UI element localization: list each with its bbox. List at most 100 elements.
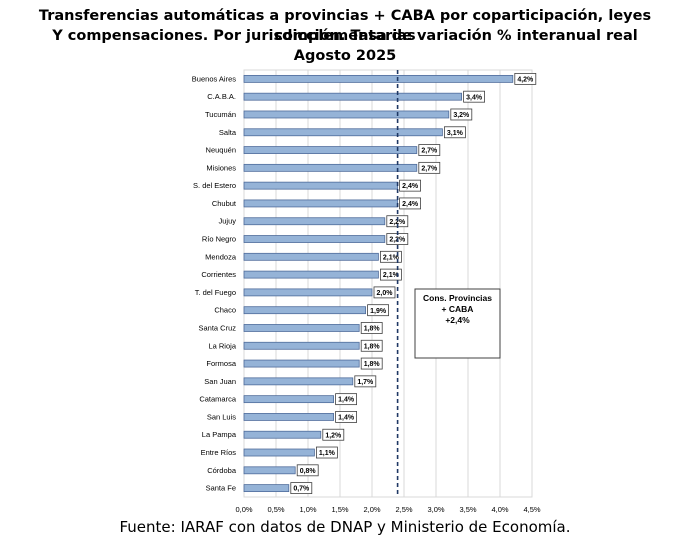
- data-label: 4,2%: [517, 76, 534, 83]
- bar: [243, 252, 379, 261]
- bar: [243, 341, 360, 350]
- bar: [243, 484, 290, 493]
- data-label: 1,4%: [338, 397, 355, 404]
- category-label: Catamarca: [199, 395, 237, 404]
- data-label: 2,4%: [402, 201, 419, 208]
- category-label: Corrientes: [201, 270, 236, 279]
- data-label: 1,8%: [364, 361, 381, 368]
- category-label: Entre Ríos: [201, 448, 237, 457]
- data-label-box: [373, 286, 396, 299]
- data-label: 2,4%: [402, 183, 419, 190]
- category-label: Tucumán: [205, 110, 236, 119]
- data-label: 3,4%: [466, 94, 483, 101]
- x-tick-label: 3,5%: [459, 505, 476, 514]
- data-label: 3,2%: [453, 112, 470, 119]
- data-label: 1,8%: [364, 343, 381, 350]
- annotation-text: + CABA: [442, 304, 474, 314]
- annotation-text: Cons. Provincias: [423, 293, 492, 303]
- category-label: San Juan: [204, 377, 236, 386]
- bar: [243, 324, 360, 332]
- data-label: 1,1%: [319, 450, 336, 457]
- data-label: 2,7%: [421, 165, 438, 172]
- category-label: Mendoza: [205, 252, 237, 261]
- category-label: Salta: [219, 128, 237, 137]
- x-tick-label: 4,0%: [491, 505, 508, 514]
- bar: [243, 181, 399, 190]
- bar: [243, 288, 373, 297]
- chart-title-line-3: Agosto 2025: [293, 48, 397, 64]
- category-label: La Rioja: [208, 341, 236, 350]
- x-tick-label: 3,0%: [427, 505, 444, 514]
- category-label: S. del Estero: [193, 181, 236, 190]
- bar: [243, 377, 354, 386]
- data-label: 2,7%: [421, 148, 438, 155]
- chart-title-line-1: Transferencias automáticas a provincias …: [38, 8, 652, 44]
- data-label-box: [360, 339, 383, 352]
- data-label-box: [443, 126, 466, 139]
- data-label: 1,4%: [338, 415, 355, 422]
- x-tick-label: 1,0%: [299, 505, 316, 514]
- category-label: San Luis: [207, 412, 236, 421]
- data-label: 2,1%: [383, 272, 400, 279]
- data-label-box: [418, 144, 441, 156]
- bar: [243, 395, 334, 404]
- data-label: 2,1%: [383, 254, 400, 261]
- data-label: 2,2%: [389, 219, 406, 226]
- category-label: Santa Cruz: [198, 323, 236, 332]
- category-label: Formosa: [206, 359, 236, 368]
- data-label: 1,9%: [370, 308, 387, 315]
- category-label: T. del Fuego: [195, 288, 236, 297]
- chart-title-line-2: Y compensaciones. Por jurisdicción. Tasa…: [52, 28, 638, 44]
- x-tick-label: 1,5%: [331, 505, 348, 514]
- bar: [243, 199, 399, 208]
- bar: [243, 110, 450, 119]
- data-label-box: [514, 72, 537, 85]
- bar: [243, 217, 386, 226]
- category-label: Buenos Aires: [192, 74, 236, 83]
- data-label: 1,8%: [364, 326, 381, 333]
- x-tick-label: 2,0%: [363, 505, 380, 514]
- data-label-box: [418, 161, 441, 174]
- bar: [243, 163, 418, 172]
- category-label: Chubut: [212, 199, 237, 208]
- data-label-box: [379, 250, 402, 263]
- annotation-box: [414, 288, 501, 359]
- data-label: 1,2%: [325, 432, 342, 439]
- data-label-box: [367, 304, 390, 317]
- data-label-box: [360, 322, 383, 334]
- category-label: Misiones: [206, 163, 236, 172]
- data-label-box: [315, 446, 338, 459]
- data-label-box: [399, 197, 422, 210]
- data-label: 1,7%: [357, 379, 374, 386]
- bar: [243, 413, 334, 421]
- x-tick-label: 2,5%: [395, 505, 412, 514]
- category-label: Córdoba: [207, 466, 237, 475]
- bar: [243, 448, 315, 457]
- data-label-box: [335, 411, 358, 423]
- data-label: 2,0%: [377, 290, 394, 297]
- data-label-box: [360, 357, 383, 370]
- x-tick-label: 4,5%: [523, 505, 540, 514]
- bar: [243, 128, 443, 137]
- data-label-box: [379, 268, 402, 281]
- data-label-box: [399, 179, 422, 192]
- source-note: Fuente: IARAF con datos de DNAP y Minist…: [119, 518, 571, 536]
- x-tick-label: 0,5%: [267, 505, 284, 514]
- data-label-box: [296, 464, 319, 477]
- bar: [243, 92, 463, 101]
- x-tick-label: 0,0%: [235, 505, 252, 514]
- category-label: C.A.B.A.: [207, 92, 236, 101]
- category-label: Santa Fe: [206, 484, 236, 493]
- bar: [243, 359, 360, 368]
- category-label: Jujuy: [218, 217, 236, 226]
- data-label-box: [290, 482, 313, 495]
- data-label-box: [354, 375, 377, 388]
- data-label: 0,7%: [293, 486, 310, 493]
- bar: [243, 466, 296, 475]
- data-label-box: [322, 428, 345, 441]
- category-label: Chaco: [214, 306, 236, 315]
- bar: [243, 235, 386, 243]
- category-label: Neuquén: [206, 146, 236, 155]
- annotation-text: +2,4%: [445, 315, 470, 325]
- data-label-box: [463, 90, 486, 103]
